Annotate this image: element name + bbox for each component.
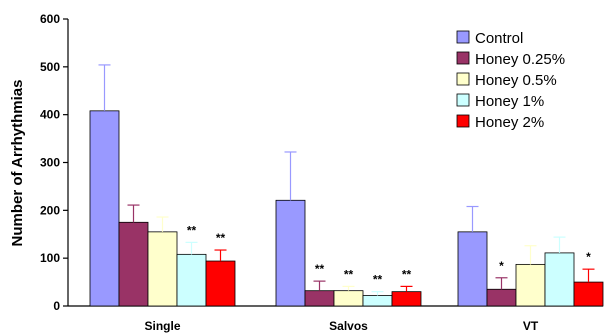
bar: [176, 253, 207, 307]
bar: [89, 110, 120, 307]
legend-label: Control: [475, 30, 523, 47]
legend-label: Honey 1%: [475, 93, 544, 110]
bar: [118, 221, 149, 307]
significance-label: **: [402, 267, 412, 281]
significance-label: **: [187, 223, 197, 237]
bar: [275, 199, 306, 307]
category-label: Salvos: [329, 319, 368, 333]
y-tick-label: 200: [40, 203, 60, 217]
significance-label: **: [344, 267, 354, 281]
category-labels: Single Salvos VT: [144, 319, 538, 333]
significance-label: **: [216, 231, 226, 245]
significance-label: *: [499, 259, 504, 273]
y-tick-label: 100: [40, 251, 60, 265]
legend-swatch: [456, 93, 470, 107]
bar: [573, 281, 604, 307]
bars: ****** ** ** ****: [89, 64, 604, 307]
bar: [457, 231, 488, 307]
legend: Control Honey 0.25% Honey 0.5% Honey 1% Hone…: [456, 30, 565, 131]
y-axis-title: Number of Arrhythmias: [9, 80, 26, 247]
significance-label: *: [586, 250, 591, 264]
legend-swatch: [456, 51, 470, 65]
legend-swatch: [456, 72, 470, 86]
y-tick-label: 300: [40, 156, 60, 170]
bar: [515, 263, 546, 307]
legend-label: Honey 0.25%: [475, 51, 565, 68]
significance-label: **: [315, 262, 325, 276]
category-label: VT: [523, 319, 539, 333]
y-tick-label: 400: [40, 108, 60, 122]
bar: [333, 290, 364, 307]
legend-label: Honey 2%: [475, 114, 544, 131]
bar: [205, 260, 236, 307]
significance-label: **: [373, 273, 383, 287]
y-tick-label: 500: [40, 60, 60, 74]
bar: [391, 291, 422, 307]
bar: [544, 252, 575, 307]
bar: [362, 295, 393, 307]
legend-label: Honey 0.5%: [475, 72, 557, 89]
bar: [147, 231, 178, 307]
bar: [304, 290, 335, 307]
category-label: Single: [144, 319, 180, 333]
legend-swatch: [456, 30, 470, 44]
y-tick-label: 600: [40, 12, 60, 26]
y-tick-label: 0: [53, 299, 60, 313]
legend-swatch: [456, 114, 470, 128]
bar: [486, 288, 517, 307]
